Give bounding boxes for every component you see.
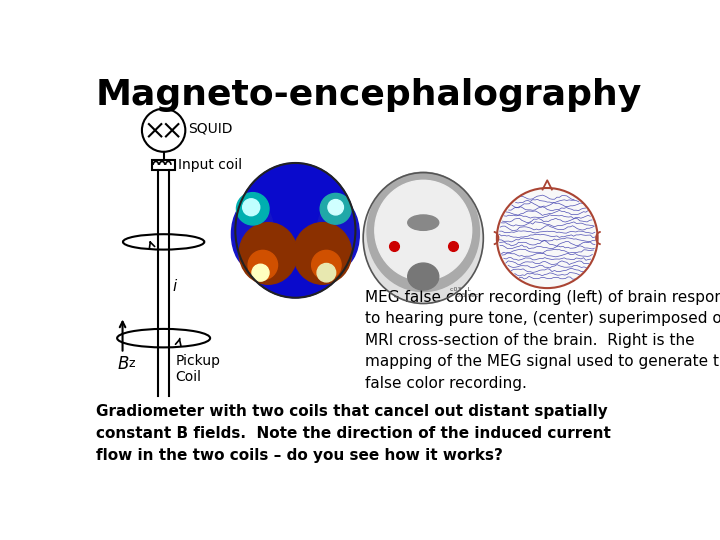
Text: Pickup
Coil: Pickup Coil <box>175 354 220 384</box>
Ellipse shape <box>375 180 472 280</box>
Ellipse shape <box>497 188 598 288</box>
Ellipse shape <box>312 251 341 280</box>
Text: MEG false color recording (left) of brain response
to hearing pure tone, (center: MEG false color recording (left) of brai… <box>365 289 720 391</box>
Text: i: i <box>173 279 177 294</box>
Ellipse shape <box>252 264 269 281</box>
Ellipse shape <box>320 193 351 224</box>
Ellipse shape <box>408 263 438 290</box>
Ellipse shape <box>243 199 260 215</box>
Text: z: z <box>129 357 135 370</box>
Text: Input coil: Input coil <box>179 158 243 172</box>
Text: c03   L
   0.5 sec: c03 L 0.5 sec <box>451 287 479 298</box>
Text: B: B <box>118 355 130 373</box>
Ellipse shape <box>235 163 356 298</box>
Ellipse shape <box>408 215 438 231</box>
Ellipse shape <box>317 264 336 282</box>
Ellipse shape <box>367 172 480 292</box>
Ellipse shape <box>231 200 274 269</box>
Ellipse shape <box>236 193 269 225</box>
Text: SQUID: SQUID <box>189 122 233 136</box>
Ellipse shape <box>294 222 351 284</box>
Ellipse shape <box>239 222 297 284</box>
Bar <box>152 159 175 170</box>
Ellipse shape <box>363 173 483 303</box>
Text: Gradiometer with two coils that cancel out distant spatially
constant B fields. : Gradiometer with two coils that cancel o… <box>96 403 611 463</box>
Ellipse shape <box>317 200 359 269</box>
Ellipse shape <box>328 200 343 215</box>
Ellipse shape <box>248 251 277 280</box>
Text: Magneto-encephalography: Magneto-encephalography <box>96 78 642 112</box>
